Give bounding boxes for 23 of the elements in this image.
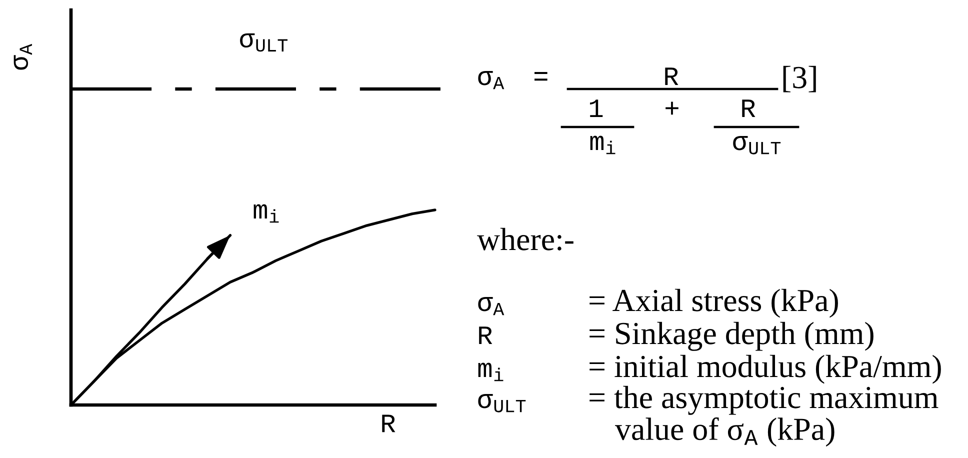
text: value of σ$_{A}$ (kPa) (615, 417, 834, 447)
series-label: m$_{i}$ (254, 204, 279, 223)
text: m$_{i}$ (590, 136, 616, 154)
text: = the asymptotic maximum (590, 386, 938, 415)
text: σ$_{ULT}$ (478, 394, 526, 412)
text: where:- (477, 228, 574, 250)
text: m$_{i}$ (478, 362, 504, 382)
x-axis-title: R (382, 414, 396, 432)
text: σ$_{A}$ (14, 44, 32, 70)
text: = Axial stress (kPa) (590, 288, 838, 318)
text: R (479, 326, 492, 344)
text: R (742, 100, 756, 117)
text: σ$_{A}$ (478, 297, 504, 316)
text: R (665, 68, 678, 85)
text: = (534, 72, 548, 81)
ref-line-label: σ$_{ULT}$ (240, 33, 288, 52)
text: = initial modulus (kPa/mm) (590, 354, 941, 384)
text: σ$_{ULT}$ (733, 136, 781, 154)
text: + (666, 102, 678, 115)
text: [3] (783, 66, 816, 92)
text: = Sinkage depth (mm) (590, 322, 874, 351)
text: 1 (590, 100, 603, 117)
text: σ$_{A}$ (478, 71, 504, 90)
